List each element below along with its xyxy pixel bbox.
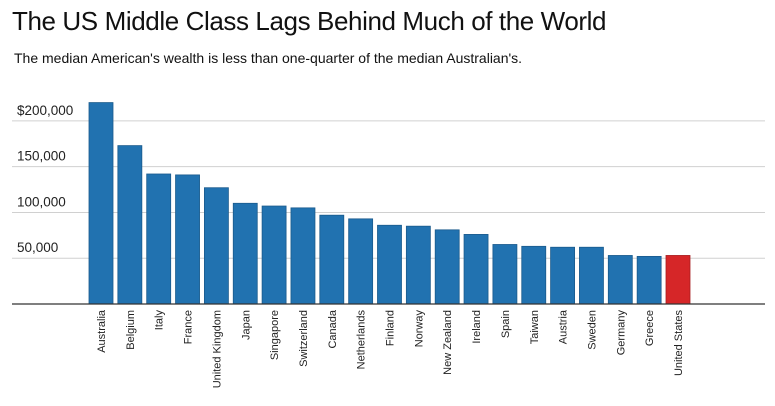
bar-austria xyxy=(550,246,575,305)
x-tick-label: Norway xyxy=(413,310,425,348)
x-tick-label: Switzerland xyxy=(298,310,310,367)
x-tick-label: Germany xyxy=(615,310,627,356)
bar-australia xyxy=(88,102,114,305)
bar-ireland xyxy=(463,234,489,305)
bar-new-zealand xyxy=(434,229,460,305)
bar-singapore xyxy=(261,205,287,305)
bars xyxy=(88,102,691,305)
bar-japan xyxy=(232,202,258,305)
y-axis-ticks: 50,000 100,000 150,000 $200,000 xyxy=(17,103,73,255)
y-tick-label: 50,000 xyxy=(17,240,58,255)
x-tick-label: Netherlands xyxy=(356,310,368,370)
bar-sweden xyxy=(579,246,604,305)
bar-greece xyxy=(636,255,662,305)
bar-spain xyxy=(492,244,518,305)
x-tick-label: Sweden xyxy=(586,310,598,350)
x-axis-ticks: Australia Belgium Italy France United Kingdo… xyxy=(96,309,685,388)
x-tick-label: Australia xyxy=(96,309,108,353)
bar-netherlands xyxy=(348,218,374,305)
bar-norway xyxy=(405,225,431,305)
x-tick-label: Belgium xyxy=(125,310,137,350)
x-tick-label: Taiwan xyxy=(529,310,541,344)
x-tick-label: Singapore xyxy=(269,310,281,360)
x-tick-label: Japan xyxy=(240,310,252,340)
bar-belgium xyxy=(117,145,143,305)
x-tick-label: Austria xyxy=(558,309,570,344)
x-tick-label: Greece xyxy=(644,310,656,346)
x-tick-label: Ireland xyxy=(471,310,483,344)
x-tick-label: Canada xyxy=(327,309,339,348)
bar-italy xyxy=(146,173,172,305)
x-tick-label: Finland xyxy=(385,310,397,346)
bar-finland xyxy=(377,224,402,305)
bar-taiwan xyxy=(521,245,547,305)
chart-title: The US Middle Class Lags Behind Much of … xyxy=(12,6,607,36)
x-tick-label: France xyxy=(183,310,195,344)
x-tick-label: United Kingdom xyxy=(211,310,223,388)
x-tick-label: New Zealand xyxy=(442,310,454,375)
y-tick-label: $200,000 xyxy=(17,103,73,118)
bar-united-states xyxy=(665,255,691,305)
bar-germany xyxy=(607,255,633,305)
bar-united-kingdom xyxy=(203,187,229,305)
bar-canada xyxy=(319,214,345,305)
bar-france xyxy=(175,174,200,305)
x-tick-label: Italy xyxy=(154,310,166,331)
chart-subtitle: The median American's wealth is less tha… xyxy=(14,50,523,66)
x-tick-label: United States xyxy=(673,310,685,377)
y-tick-label: 150,000 xyxy=(17,149,66,164)
y-tick-label: 100,000 xyxy=(17,194,66,209)
bar-switzerland xyxy=(290,207,316,305)
x-tick-label: Spain xyxy=(500,310,512,338)
